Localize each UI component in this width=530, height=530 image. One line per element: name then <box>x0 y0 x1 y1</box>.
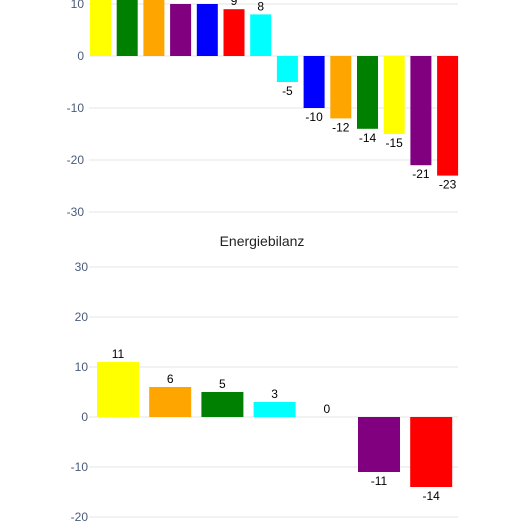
y-tick-label: 30 <box>75 260 89 274</box>
y-tick-label: 0 <box>77 49 84 63</box>
bar <box>437 56 459 176</box>
data-label: 9 <box>231 0 238 8</box>
data-label: -15 <box>386 136 404 150</box>
data-label: -14 <box>423 489 441 503</box>
data-label: -5 <box>282 84 293 98</box>
data-label: 0 <box>323 402 330 416</box>
y-tick-label: 10 <box>75 360 89 374</box>
bar <box>143 0 165 56</box>
chart-title-energiebilanz: Energiebilanz <box>220 233 305 249</box>
data-label: 8 <box>257 0 264 13</box>
bar <box>149 387 192 417</box>
y-tick-label: -10 <box>71 460 89 474</box>
data-label: -12 <box>332 120 350 134</box>
y-tick-label: -20 <box>67 153 85 167</box>
bar <box>116 0 138 56</box>
y-tick-label: 20 <box>75 310 89 324</box>
y-tick-label: 0 <box>81 410 88 424</box>
data-label: 5 <box>219 377 226 391</box>
bar <box>276 56 298 82</box>
bar <box>358 417 400 472</box>
bar <box>330 56 352 119</box>
y-tick-label: -20 <box>71 510 89 524</box>
bar <box>223 9 245 56</box>
chart-1: 10 0 -10 -20 -30 9 8 -5 -10 -12 -14 -15 -21 -23 <box>67 0 459 219</box>
data-label: -10 <box>305 110 323 124</box>
data-label: 6 <box>167 372 174 386</box>
bar <box>90 0 111 56</box>
y-tick-label: 10 <box>71 0 85 11</box>
bar <box>97 362 139 417</box>
data-label: -11 <box>371 474 388 488</box>
bar <box>410 56 432 166</box>
data-label: 11 <box>112 347 125 361</box>
bar <box>201 392 244 417</box>
bar <box>250 14 272 56</box>
y-tick-label: -10 <box>67 101 85 115</box>
data-label: -14 <box>359 131 377 145</box>
data-label: -21 <box>412 167 430 181</box>
bar <box>170 4 192 56</box>
bar <box>253 402 296 417</box>
data-label: 3 <box>271 387 278 401</box>
y-tick-label: -30 <box>67 205 85 219</box>
bar <box>196 4 218 56</box>
data-label: -23 <box>439 178 457 192</box>
bar <box>303 56 325 108</box>
bar <box>410 417 453 487</box>
bar <box>383 56 405 134</box>
bar <box>357 56 378 129</box>
